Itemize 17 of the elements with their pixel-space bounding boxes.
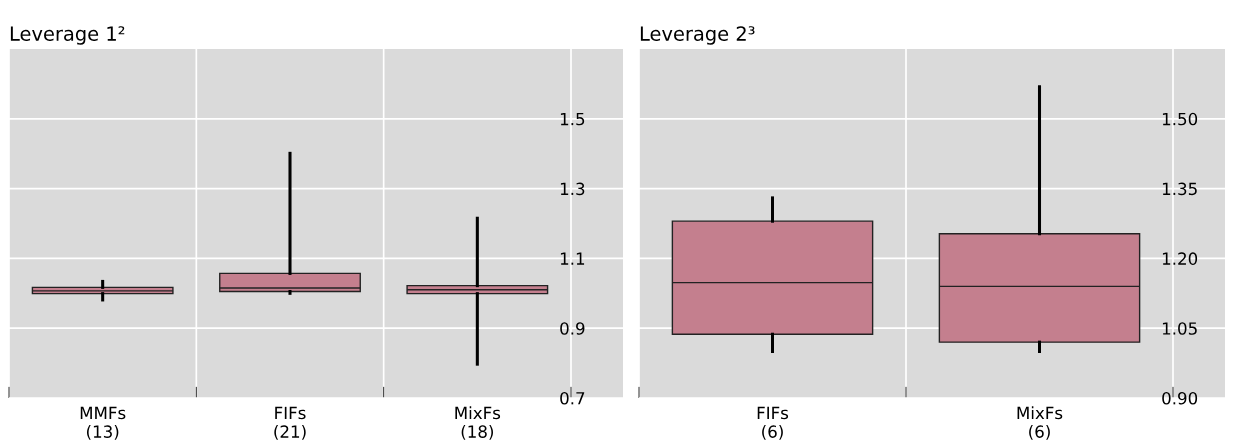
chart-title: Leverage 1² xyxy=(10,26,125,45)
x-tick-label: MixFs (6) xyxy=(1017,406,1063,440)
y-tick-label: 1.05 xyxy=(1162,322,1197,335)
y-tick-label: 1.1 xyxy=(560,252,585,265)
x-tick-label: FIFs (6) xyxy=(757,406,789,440)
y-tick-label: 1.20 xyxy=(1162,252,1198,265)
y-tick-label: 1.50 xyxy=(1162,112,1198,126)
y-tick-label: 1.35 xyxy=(1162,182,1197,196)
chart-title: Leverage 2³ xyxy=(640,26,755,45)
x-tick-label: FIFs (21) xyxy=(274,406,306,440)
y-tick-label: 1.5 xyxy=(560,112,585,126)
y-tick-label: 0.90 xyxy=(1162,391,1198,405)
y-tick-label: 1.3 xyxy=(560,182,585,196)
x-tick-label: MixFs (18) xyxy=(455,406,501,440)
y-tick-label: 0.9 xyxy=(560,322,585,335)
y-tick-label: 0.7 xyxy=(560,391,585,405)
x-tick-label: MMFs (13) xyxy=(80,406,126,440)
